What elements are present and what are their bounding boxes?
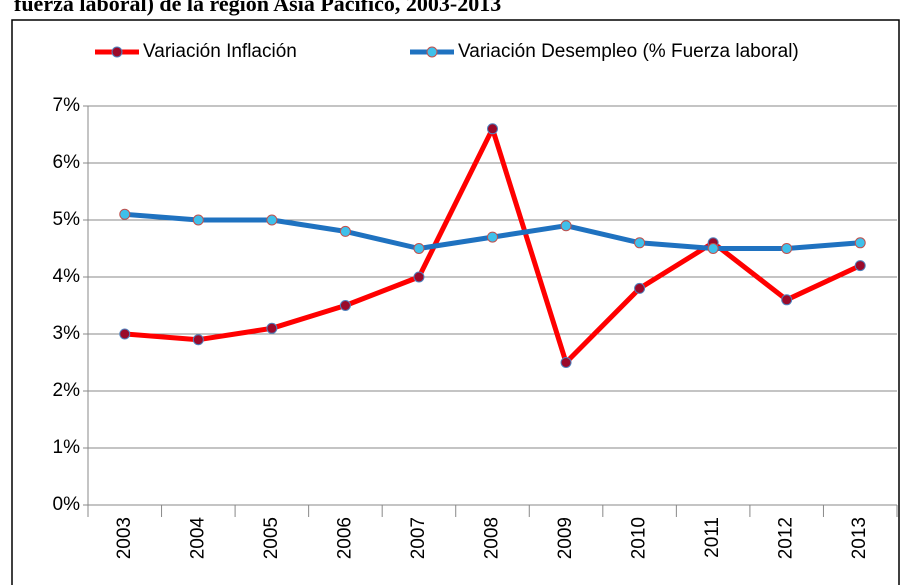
data-point <box>487 231 498 243</box>
y-tick-label: 7% <box>53 95 81 116</box>
y-tick-label: 5% <box>53 209 81 230</box>
data-point <box>560 357 572 368</box>
x-tick-label: 2009 <box>555 517 576 559</box>
data-point <box>634 237 646 249</box>
x-tick-label: 2006 <box>334 517 355 559</box>
data-point <box>192 214 204 226</box>
y-tick-label: 4% <box>53 266 81 287</box>
y-tick-label: 6% <box>53 152 81 173</box>
y-tick-label: 0% <box>53 494 81 515</box>
legend-label: Variación Desempleo (% Fuerza laboral) <box>458 41 799 62</box>
x-tick-label: 2005 <box>261 517 282 559</box>
legend-marker <box>426 46 438 58</box>
legend-label: Variación Inflación <box>143 41 297 62</box>
data-point <box>634 282 646 294</box>
x-tick-label: 2011 <box>702 517 723 558</box>
series-line <box>124 126 862 365</box>
x-tick-label: 2004 <box>187 517 208 560</box>
data-point <box>339 225 351 237</box>
data-point <box>413 243 425 254</box>
data-point <box>707 243 719 254</box>
data-point <box>192 334 204 346</box>
data-point <box>781 294 793 306</box>
x-tick-label: 2012 <box>776 517 797 559</box>
data-point <box>119 328 131 340</box>
y-tick-label: 2% <box>53 380 81 401</box>
data-point <box>854 237 866 249</box>
data-point <box>119 208 131 220</box>
x-tick-label: 2003 <box>114 517 135 559</box>
data-point <box>339 300 351 311</box>
data-point <box>560 220 572 232</box>
chart-frame <box>11 19 900 585</box>
x-tick-label: 2010 <box>629 517 650 559</box>
data-point <box>413 271 425 283</box>
data-point <box>487 123 498 135</box>
y-tick-label: 3% <box>53 323 81 344</box>
series-line <box>124 211 861 251</box>
data-point <box>781 243 793 254</box>
legend-marker <box>111 46 123 58</box>
x-tick-label: 2008 <box>482 517 503 559</box>
y-tick-label: 1% <box>53 437 81 458</box>
data-point <box>266 322 278 334</box>
data-point <box>266 214 278 226</box>
x-tick-label: 2007 <box>408 517 429 559</box>
x-tick-label: 2013 <box>849 517 870 559</box>
data-point <box>854 260 866 272</box>
chart-title: fuerza laboral) de la región Asia Pacífi… <box>14 0 501 16</box>
